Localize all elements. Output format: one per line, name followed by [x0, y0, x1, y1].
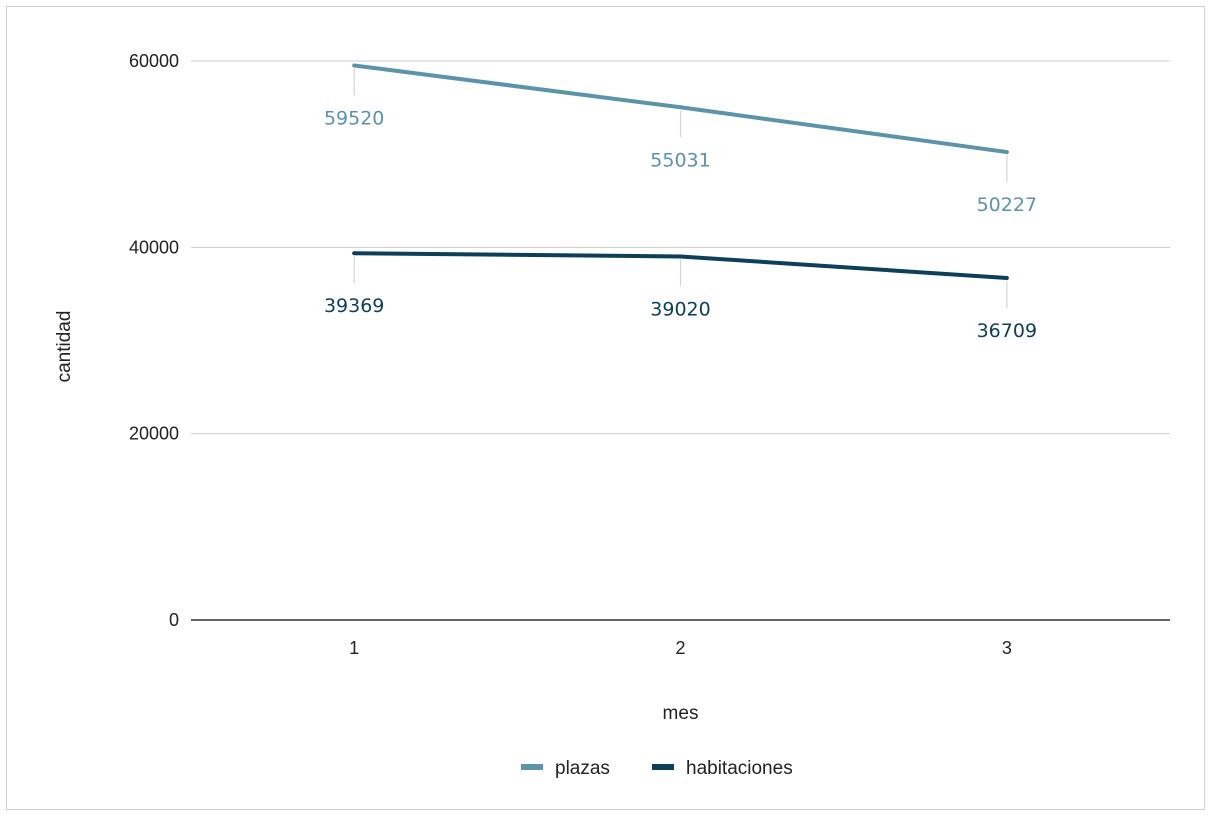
series-line-habitaciones [352, 251, 1009, 280]
data-label-habitaciones: 39020 [650, 298, 710, 320]
x-axis-title: mes [663, 703, 699, 724]
y-tick-label: 60000 [129, 51, 179, 71]
x-tick-label: 2 [675, 638, 685, 658]
data-label-plazas: 55031 [650, 149, 710, 171]
data-label-plazas: 50227 [977, 194, 1037, 216]
y-tick-label: 20000 [129, 424, 179, 444]
y-tick-label: 0 [169, 610, 179, 630]
y-tick-label: 40000 [129, 237, 179, 257]
gridlines [191, 60, 1170, 435]
axes: 0 20000 40000 60000 1 2 3 [129, 51, 1170, 658]
legend-label-habitaciones: habitaciones [686, 758, 793, 779]
series [352, 63, 1009, 280]
data-label-plazas: 59520 [324, 107, 384, 129]
data-label-habitaciones: 39369 [324, 295, 384, 317]
legend: plazas habitaciones [521, 758, 793, 779]
y-axis-title: cantidad [54, 311, 75, 383]
legend-label-plazas: plazas [555, 758, 610, 779]
data-labels: 59520 55031 50227 39369 39020 36709 [324, 68, 1037, 342]
x-tick-label: 3 [1002, 638, 1012, 658]
chart-frame: 0 20000 40000 60000 1 2 3 59520 55031 50227 39369… [6, 6, 1205, 810]
line-chart: 0 20000 40000 60000 1 2 3 59520 55031 50227 39369… [54, 51, 1170, 779]
data-label-habitaciones: 36709 [977, 320, 1037, 342]
series-line-plazas [352, 63, 1009, 155]
x-tick-label: 1 [349, 638, 359, 658]
